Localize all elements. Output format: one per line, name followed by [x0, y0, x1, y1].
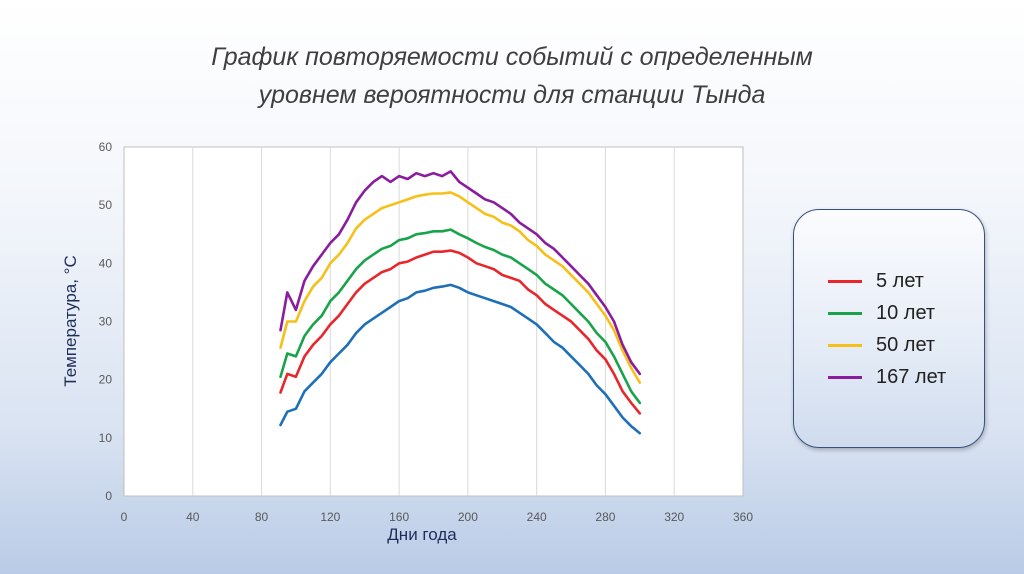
y-tick-label: 20 [99, 373, 113, 387]
series-line [279, 191, 642, 384]
legend-swatch [828, 279, 862, 283]
slide-title: График повторяемости событий с определен… [0, 38, 1024, 114]
x-tick-label: 200 [458, 510, 478, 524]
legend-swatch [828, 375, 862, 379]
legend-item-5: 5 лет [828, 266, 924, 296]
series-line [279, 170, 642, 376]
series-line [279, 283, 642, 435]
x-tick-label: 120 [320, 510, 340, 524]
series-lines [279, 170, 642, 435]
y-tick-label: 10 [99, 431, 113, 445]
y-tick-label: 60 [99, 140, 113, 154]
x-tick-labels: 0 40 80 120 160 200 240 280 320 360 [121, 510, 754, 524]
legend-swatch [828, 343, 862, 347]
x-tick-label: 160 [389, 510, 409, 524]
x-tick-label: 280 [595, 510, 615, 524]
x-tick-label: 40 [186, 510, 200, 524]
x-axis-title: Дни года [387, 525, 457, 544]
legend-swatch [828, 311, 862, 315]
legend-label: 5 лет [876, 269, 924, 292]
x-tick-label: 360 [733, 510, 753, 524]
y-tick-labels: 0 10 20 30 40 50 60 [99, 140, 113, 503]
plot-area [123, 146, 744, 497]
series-line [279, 249, 642, 415]
y-tick-label: 50 [99, 198, 113, 212]
x-tick-label: 80 [255, 510, 269, 524]
x-tick-label: 0 [121, 510, 128, 524]
y-tick-label: 0 [105, 489, 112, 503]
legend-item-167: 167 лет [828, 362, 946, 392]
title-line-2: уровнем вероятности для станции Тында [258, 81, 766, 109]
series-line [279, 228, 642, 405]
y-tick-label: 40 [99, 256, 113, 270]
y-axis-title: Температура, °С [61, 255, 80, 386]
grid-lines [192, 147, 675, 496]
legend-label: 50 лет [876, 333, 936, 356]
y-tick-label: 30 [99, 315, 113, 329]
legend: 5 лет 10 лет 50 лет 167 лет [793, 209, 985, 448]
x-tick-label: 240 [527, 510, 547, 524]
legend-label: 10 лет [876, 301, 936, 324]
x-tick-label: 320 [664, 510, 684, 524]
legend-label: 167 лет [876, 365, 947, 388]
title-line-1: График повторяемости событий с определен… [211, 43, 813, 71]
legend-item-10: 10 лет [828, 298, 935, 328]
legend-item-50: 50 лет [828, 330, 935, 360]
